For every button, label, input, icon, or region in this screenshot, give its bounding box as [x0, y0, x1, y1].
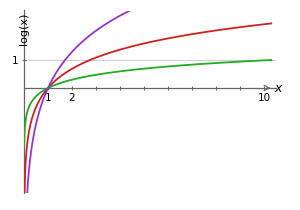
Text: x: x — [275, 81, 282, 94]
Text: log(x): log(x) — [19, 13, 29, 45]
